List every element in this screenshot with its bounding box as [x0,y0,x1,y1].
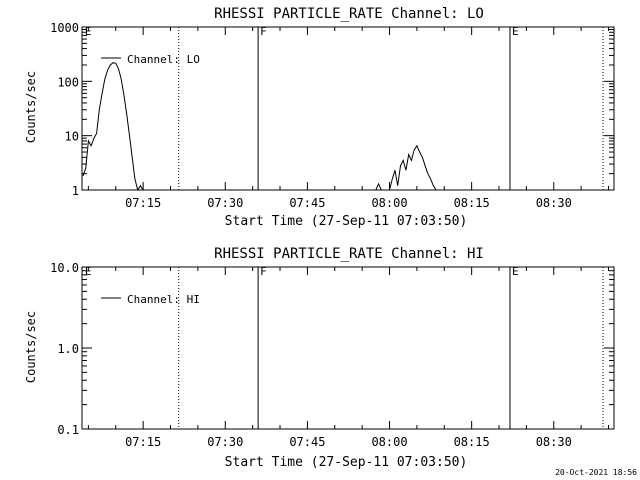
legend: Channel: HI [101,293,200,306]
lo-channel-panel: RHESSI PARTICLE_RATE Channel: LO Counts/… [24,6,615,229]
plot-area [82,62,437,190]
legend-label: Channel: LO [127,53,200,66]
chart-title: RHESSI PARTICLE_RATE Channel: LO [214,6,484,22]
x-tick-label: 08:00 [371,196,407,210]
x-tick-label: 08:30 [536,435,572,449]
y-tick-label: 10 [65,130,79,144]
y-tick-label: 10.0 [50,261,79,275]
event-marker-label: F [260,265,267,278]
y-axis-label: Counts/sec [24,71,38,143]
plot-frame [81,266,615,430]
tick-group: 07:15 07:30 07:45 08:00 08:15 08:30 1 10 100 1000 [50,21,614,210]
plot-frame [81,26,615,191]
x-tick-label: 07:30 [207,435,243,449]
x-tick-label: 08:15 [454,196,490,210]
event-marker-label: E [85,25,92,38]
y-tick-label: 1 [72,184,79,198]
series-line-lo [82,62,437,190]
legend: Channel: LO [101,53,200,66]
tick-group: 07:15 07:30 07:45 08:00 08:15 08:30 0.1 1.0 10.0 [50,261,614,449]
event-marker-label: E [512,25,519,38]
x-axis-label: Start Time (27-Sep-11 07:03:50) [225,214,468,229]
y-tick-label: 1000 [50,21,79,35]
x-tick-label: 07:45 [289,196,325,210]
x-tick-label: 07:15 [125,435,161,449]
y-tick-label: 0.1 [57,423,79,437]
event-marker-label: E [512,265,519,278]
y-axis-label: Counts/sec [24,311,38,383]
legend-label: Channel: HI [127,293,200,306]
x-tick-label: 08:00 [371,435,407,449]
x-tick-label: 08:30 [536,196,572,210]
y-tick-label: 100 [57,75,79,89]
event-marker-label: E [85,265,92,278]
x-tick-label: 07:30 [207,196,243,210]
x-axis-label: Start Time (27-Sep-11 07:03:50) [225,455,468,470]
y-tick-label: 1.0 [57,342,79,356]
event-marker-label: F [260,25,267,38]
x-tick-label: 07:45 [289,435,325,449]
hi-channel-panel: RHESSI PARTICLE_RATE Channel: HI Counts/… [24,246,615,470]
chart-title: RHESSI PARTICLE_RATE Channel: HI [214,246,484,262]
x-tick-label: 07:15 [125,196,161,210]
x-tick-label: 08:15 [454,435,490,449]
footer-timestamp: 20-Oct-2021 18:56 [555,468,637,477]
